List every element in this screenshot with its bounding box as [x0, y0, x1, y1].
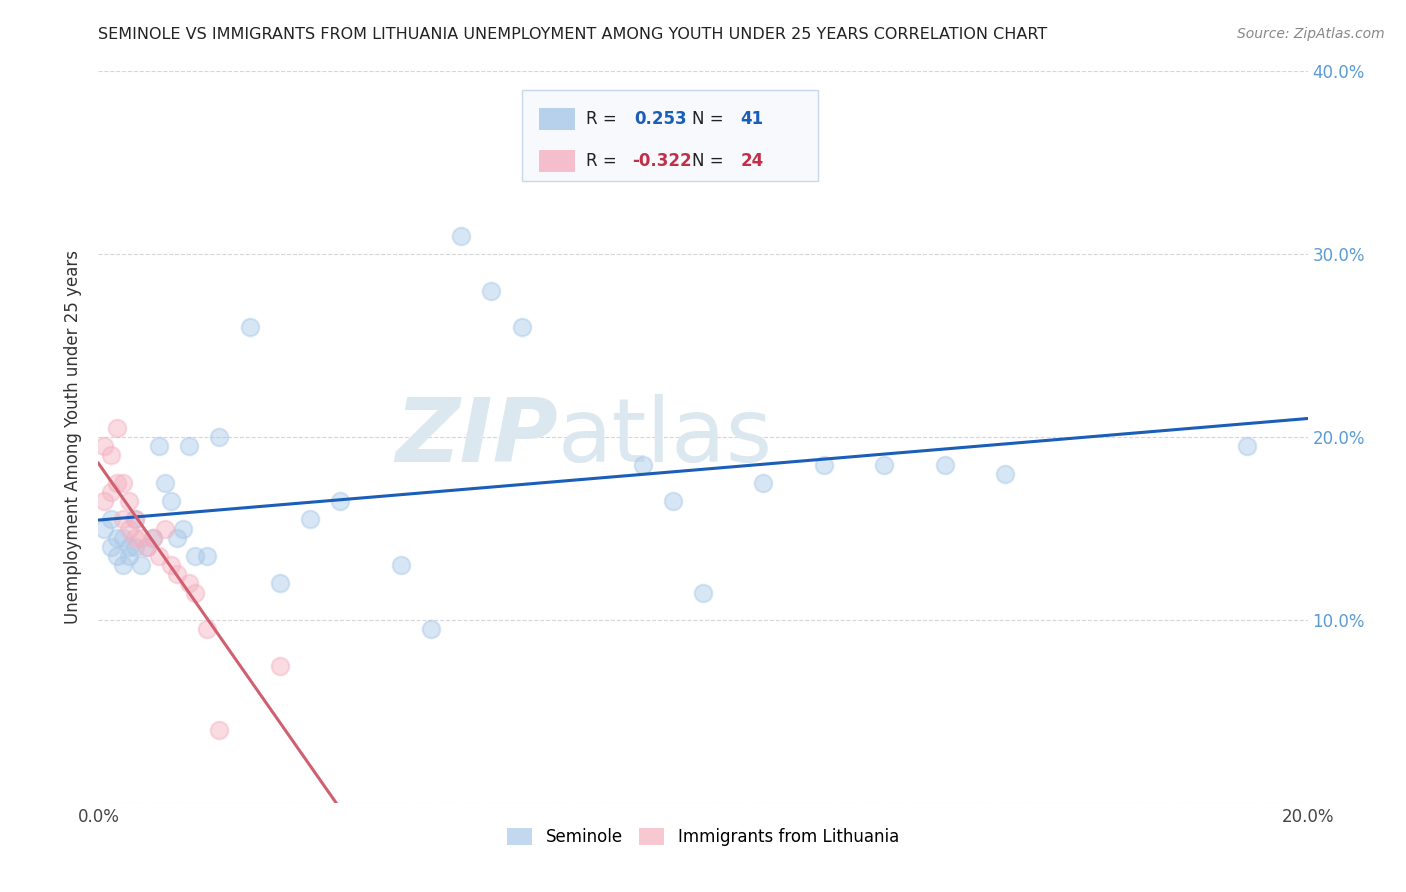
- Text: SEMINOLE VS IMMIGRANTS FROM LITHUANIA UNEMPLOYMENT AMONG YOUTH UNDER 25 YEARS CO: SEMINOLE VS IMMIGRANTS FROM LITHUANIA UN…: [98, 27, 1047, 42]
- Legend: Seminole, Immigrants from Lithuania: Seminole, Immigrants from Lithuania: [501, 822, 905, 853]
- Point: [195, 549, 218, 563]
- Point: [510, 320, 533, 334]
- Point: [329, 494, 352, 508]
- Y-axis label: Unemployment Among Youth under 25 years: Unemployment Among Youth under 25 years: [65, 250, 83, 624]
- Point: [153, 475, 176, 490]
- Point: [994, 467, 1017, 481]
- Point: [389, 558, 412, 573]
- Point: [93, 494, 115, 508]
- Point: [195, 622, 218, 636]
- Point: [179, 576, 201, 591]
- Point: [239, 320, 262, 334]
- Point: [118, 494, 141, 508]
- Point: [153, 521, 176, 535]
- FancyBboxPatch shape: [538, 151, 575, 172]
- Point: [129, 531, 152, 545]
- Point: [299, 512, 322, 526]
- Point: [118, 521, 141, 535]
- Text: N =: N =: [692, 153, 724, 170]
- Point: [93, 439, 115, 453]
- Text: 41: 41: [741, 110, 763, 128]
- Point: [692, 585, 714, 599]
- Point: [135, 540, 157, 554]
- Point: [142, 531, 165, 545]
- Point: [420, 622, 443, 636]
- Point: [184, 549, 207, 563]
- Point: [148, 439, 170, 453]
- Point: [100, 448, 122, 462]
- Point: [1236, 439, 1258, 453]
- Point: [481, 284, 503, 298]
- Point: [100, 485, 122, 500]
- Point: [631, 458, 654, 472]
- Text: ZIP: ZIP: [395, 393, 558, 481]
- Point: [179, 439, 201, 453]
- Point: [172, 521, 194, 535]
- Text: R =: R =: [586, 110, 616, 128]
- Text: atlas: atlas: [558, 393, 773, 481]
- Point: [166, 567, 188, 582]
- Point: [208, 723, 231, 737]
- Point: [111, 531, 134, 545]
- Point: [124, 540, 146, 554]
- Text: R =: R =: [586, 153, 616, 170]
- Point: [148, 549, 170, 563]
- Point: [269, 576, 291, 591]
- Point: [269, 658, 291, 673]
- Point: [105, 531, 128, 545]
- Point: [813, 458, 835, 472]
- FancyBboxPatch shape: [522, 90, 818, 181]
- Point: [184, 585, 207, 599]
- Point: [118, 549, 141, 563]
- Text: Source: ZipAtlas.com: Source: ZipAtlas.com: [1237, 27, 1385, 41]
- Point: [934, 458, 956, 472]
- Point: [752, 475, 775, 490]
- Point: [93, 521, 115, 535]
- Point: [105, 421, 128, 435]
- Text: N =: N =: [692, 110, 724, 128]
- Point: [105, 549, 128, 563]
- Text: 24: 24: [741, 153, 763, 170]
- Point: [111, 512, 134, 526]
- FancyBboxPatch shape: [538, 108, 575, 130]
- Point: [450, 229, 472, 244]
- Point: [118, 540, 141, 554]
- Point: [661, 494, 683, 508]
- Point: [124, 512, 146, 526]
- Point: [124, 512, 146, 526]
- Point: [111, 475, 134, 490]
- Point: [135, 540, 157, 554]
- Point: [129, 558, 152, 573]
- Point: [142, 531, 165, 545]
- Point: [873, 458, 896, 472]
- Point: [124, 531, 146, 545]
- Point: [100, 512, 122, 526]
- Point: [111, 558, 134, 573]
- Text: 0.253: 0.253: [634, 110, 686, 128]
- Point: [208, 430, 231, 444]
- Text: -0.322: -0.322: [631, 153, 692, 170]
- Point: [160, 558, 183, 573]
- Point: [100, 540, 122, 554]
- Point: [105, 475, 128, 490]
- Point: [160, 494, 183, 508]
- Point: [166, 531, 188, 545]
